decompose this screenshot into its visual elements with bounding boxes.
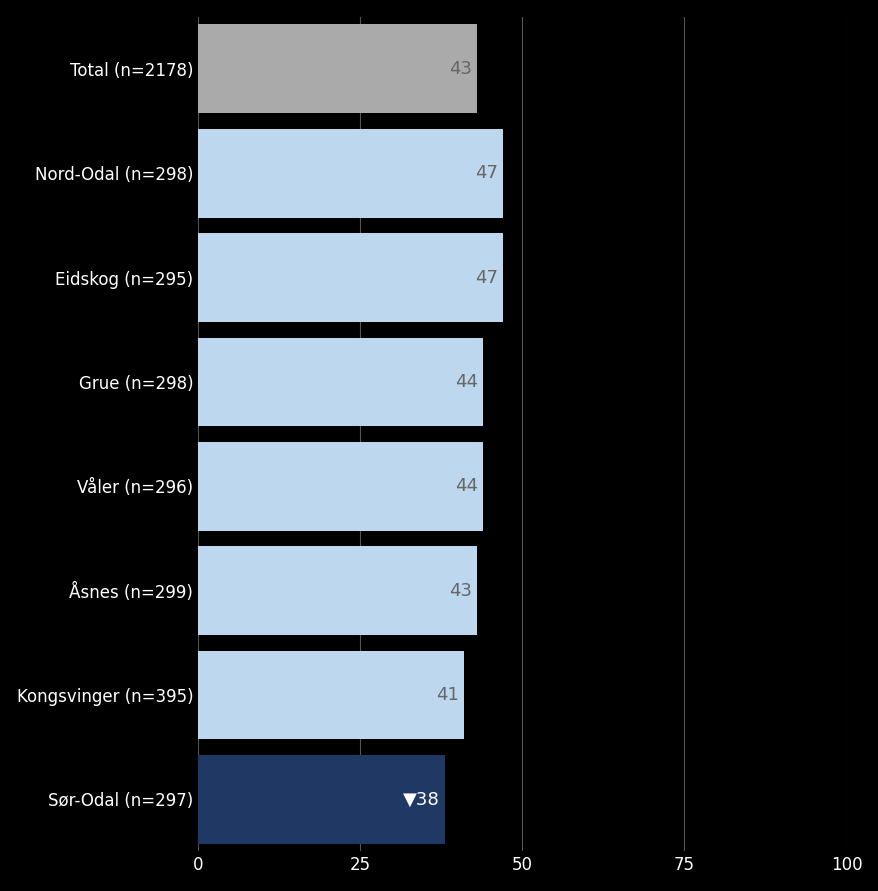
Bar (198, 338, 483, 426)
Bar (198, 442, 483, 531)
Text: 43: 43 (449, 60, 471, 78)
Bar (198, 24, 477, 113)
Text: 41: 41 (435, 686, 458, 704)
Text: 44: 44 (455, 373, 478, 391)
Text: 47: 47 (474, 164, 497, 182)
Bar (198, 129, 502, 217)
Bar (198, 233, 502, 322)
Bar (198, 650, 464, 740)
Text: 43: 43 (449, 582, 471, 600)
Bar (198, 546, 477, 635)
Text: ▼38: ▼38 (402, 790, 439, 808)
Text: 44: 44 (455, 478, 478, 495)
Bar (198, 755, 444, 844)
Text: 47: 47 (474, 268, 497, 287)
